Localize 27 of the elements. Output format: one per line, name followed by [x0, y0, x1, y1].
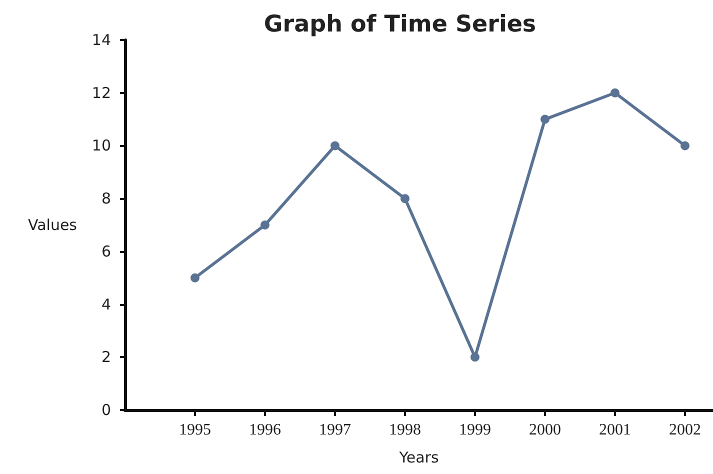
y-tick-label: 8 — [101, 190, 111, 208]
point — [540, 114, 550, 124]
point — [190, 273, 200, 282]
y-tick-label: 0 — [101, 401, 111, 419]
point — [680, 141, 690, 150]
point — [330, 141, 340, 150]
x-tick-label: 1998 — [389, 422, 421, 438]
y-tick-label: 12 — [92, 84, 111, 102]
point — [260, 220, 270, 230]
x-tick-label: 2001 — [599, 422, 631, 438]
x-axis-title: Years — [398, 448, 439, 466]
y-tick-label: 6 — [101, 242, 111, 260]
x-tick-label: 1996 — [249, 422, 281, 438]
y-tick-label: 4 — [101, 295, 111, 314]
x-tick-label: 2002 — [669, 422, 701, 438]
chart-title: Graph of Time Series — [264, 12, 536, 38]
y-tick-label: 2 — [101, 348, 111, 366]
y-axis-title: Values — [28, 216, 78, 234]
y-tick-label: 10 — [92, 136, 111, 155]
x-tick-label: 1995 — [179, 422, 211, 438]
point — [470, 352, 480, 362]
x-tick-label: 1997 — [319, 422, 351, 438]
point — [610, 88, 620, 98]
point — [400, 194, 410, 204]
y-tick-label: 14 — [92, 31, 111, 49]
x-tick-label: 2000 — [529, 422, 561, 438]
x-tick-label: 1999 — [459, 422, 491, 438]
